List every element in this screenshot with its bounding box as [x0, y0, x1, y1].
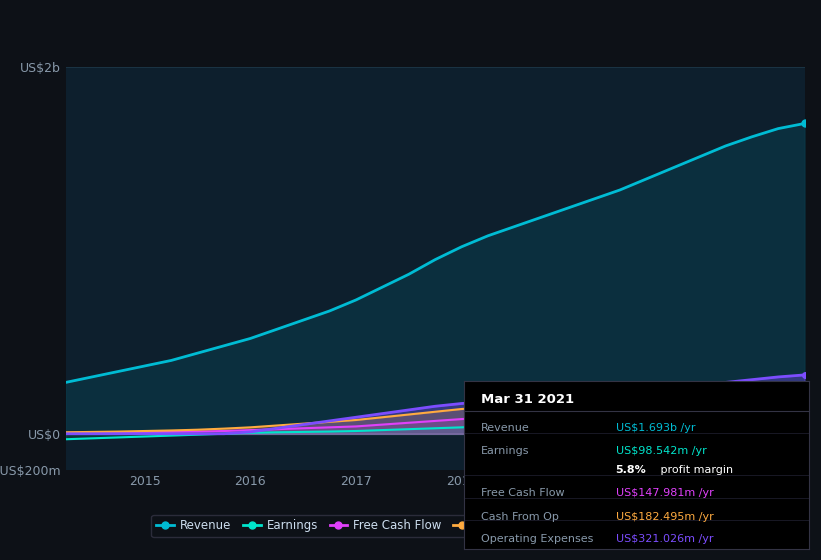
Text: US$1.693b /yr: US$1.693b /yr — [616, 423, 695, 433]
Text: profit margin: profit margin — [657, 465, 733, 475]
Legend: Revenue, Earnings, Free Cash Flow, Cash From Op, Operating Expenses: Revenue, Earnings, Free Cash Flow, Cash … — [151, 515, 719, 537]
Text: Earnings: Earnings — [481, 446, 530, 456]
Text: US$147.981m /yr: US$147.981m /yr — [616, 488, 713, 498]
Text: 5.8%: 5.8% — [616, 465, 646, 475]
Text: Operating Expenses: Operating Expenses — [481, 534, 594, 544]
Text: US$182.495m /yr: US$182.495m /yr — [616, 512, 713, 522]
Text: Revenue: Revenue — [481, 423, 530, 433]
Text: Cash From Op: Cash From Op — [481, 512, 559, 522]
Text: Free Cash Flow: Free Cash Flow — [481, 488, 565, 498]
Text: US$98.542m /yr: US$98.542m /yr — [616, 446, 706, 456]
Text: US$321.026m /yr: US$321.026m /yr — [616, 534, 713, 544]
Text: Mar 31 2021: Mar 31 2021 — [481, 393, 574, 405]
